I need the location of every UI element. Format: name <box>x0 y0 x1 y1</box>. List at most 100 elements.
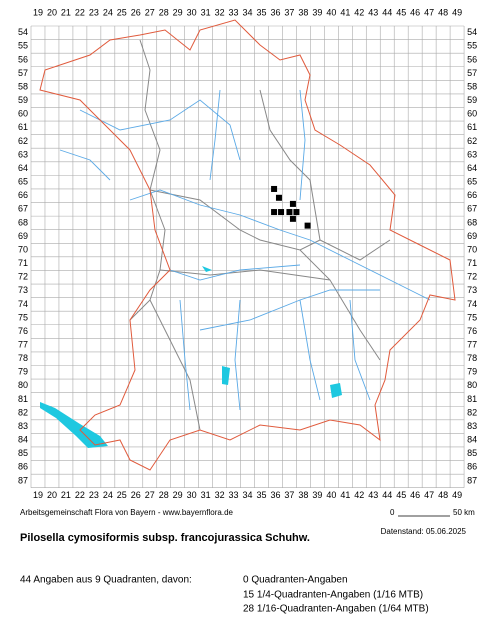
row-label: 69 <box>18 231 28 241</box>
column-label: 36 <box>270 490 280 500</box>
row-label: 66 <box>467 190 477 200</box>
rivers <box>59 89 431 411</box>
record-square <box>286 209 293 216</box>
column-label: 32 <box>215 7 225 17</box>
column-label: 33 <box>229 490 239 500</box>
row-label: 63 <box>18 149 28 159</box>
summary: 44 Angaben aus 9 Quadranten, davon: <box>20 575 192 586</box>
row-label: 61 <box>467 122 477 132</box>
row-label: 57 <box>18 68 28 78</box>
row-label: 59 <box>467 95 477 105</box>
row-label: 87 <box>467 475 477 485</box>
row-label: 85 <box>18 448 28 458</box>
row-label: 84 <box>18 435 28 445</box>
row-label: 60 <box>467 109 477 119</box>
column-label: 19 <box>33 490 43 500</box>
row-label: 67 <box>18 204 28 214</box>
row-label: 86 <box>467 462 477 472</box>
column-label: 36 <box>270 7 280 17</box>
row-label: 84 <box>467 435 477 445</box>
row-label: 80 <box>18 380 28 390</box>
column-label: 20 <box>47 490 57 500</box>
column-label: 45 <box>396 490 406 500</box>
column-label: 23 <box>89 7 99 17</box>
grid-labels: 19 19 20 20 21 21 22 22 23 23 24 24 25 25 26 26 27 27 28 28… <box>18 7 477 500</box>
row-label: 70 <box>467 244 477 254</box>
column-label: 40 <box>326 7 336 17</box>
count-line: 15 1/4-Quadranten-Angaben (1/16 MTB) <box>243 590 423 601</box>
row-label: 76 <box>467 326 477 336</box>
scale-start: 0 <box>390 508 395 517</box>
column-label: 25 <box>117 7 127 17</box>
row-label: 76 <box>18 326 28 336</box>
column-label: 22 <box>75 490 85 500</box>
column-label: 20 <box>47 7 57 17</box>
row-label: 64 <box>18 163 28 173</box>
record-square <box>271 185 278 192</box>
column-label: 31 <box>201 490 211 500</box>
column-label: 28 <box>159 7 169 17</box>
column-label: 41 <box>340 7 350 17</box>
row-label: 54 <box>467 27 477 37</box>
record-square <box>289 200 296 207</box>
row-label: 77 <box>467 340 477 350</box>
column-label: 26 <box>131 490 141 500</box>
row-label: 71 <box>18 258 28 268</box>
column-label: 35 <box>256 490 266 500</box>
row-label: 75 <box>467 312 477 322</box>
column-label: 35 <box>256 7 266 17</box>
row-label: 78 <box>467 353 477 363</box>
row-label: 81 <box>18 394 28 404</box>
row-label: 55 <box>467 41 477 51</box>
row-label: 58 <box>467 81 477 91</box>
row-label: 66 <box>18 190 28 200</box>
row-label: 81 <box>467 394 477 404</box>
row-label: 73 <box>18 285 28 295</box>
column-label: 48 <box>438 7 448 17</box>
record-square <box>275 194 282 201</box>
column-label: 19 <box>33 7 43 17</box>
row-label: 75 <box>18 312 28 322</box>
column-label: 34 <box>243 490 253 500</box>
row-label: 57 <box>467 68 477 78</box>
date: Datenstand: 05.06.2025 <box>381 527 467 536</box>
row-label: 61 <box>18 122 28 132</box>
column-label: 25 <box>117 490 127 500</box>
credit: Arbeitsgemeinschaft Flora von Bayern - w… <box>20 508 234 517</box>
column-label: 49 <box>452 490 462 500</box>
row-label: 59 <box>18 95 28 105</box>
column-label: 34 <box>243 7 253 17</box>
row-label: 82 <box>18 407 28 417</box>
row-label: 70 <box>18 244 28 254</box>
record-square <box>304 222 311 229</box>
column-label: 42 <box>354 7 364 17</box>
column-label: 30 <box>187 490 197 500</box>
row-label: 79 <box>467 367 477 377</box>
row-label: 87 <box>18 475 28 485</box>
row-label: 74 <box>467 299 477 309</box>
column-label: 49 <box>452 7 462 17</box>
row-label: 58 <box>18 81 28 91</box>
column-label: 44 <box>382 7 392 17</box>
column-label: 33 <box>229 7 239 17</box>
column-label: 47 <box>424 490 434 500</box>
column-label: 42 <box>354 490 364 500</box>
row-label: 55 <box>18 41 28 51</box>
row-label: 79 <box>18 367 28 377</box>
column-label: 24 <box>103 490 113 500</box>
row-label: 77 <box>18 340 28 350</box>
row-label: 62 <box>467 136 477 146</box>
column-label: 21 <box>61 490 71 500</box>
record-square <box>293 209 300 216</box>
column-label: 30 <box>187 7 197 17</box>
row-label: 82 <box>467 407 477 417</box>
record-square <box>278 209 285 216</box>
column-label: 28 <box>159 490 169 500</box>
scale-end: 50 km <box>453 508 475 517</box>
row-label: 65 <box>18 177 28 187</box>
column-label: 39 <box>312 490 322 500</box>
column-label: 22 <box>75 7 85 17</box>
row-label: 56 <box>467 54 477 64</box>
column-label: 44 <box>382 490 392 500</box>
column-label: 29 <box>173 490 183 500</box>
